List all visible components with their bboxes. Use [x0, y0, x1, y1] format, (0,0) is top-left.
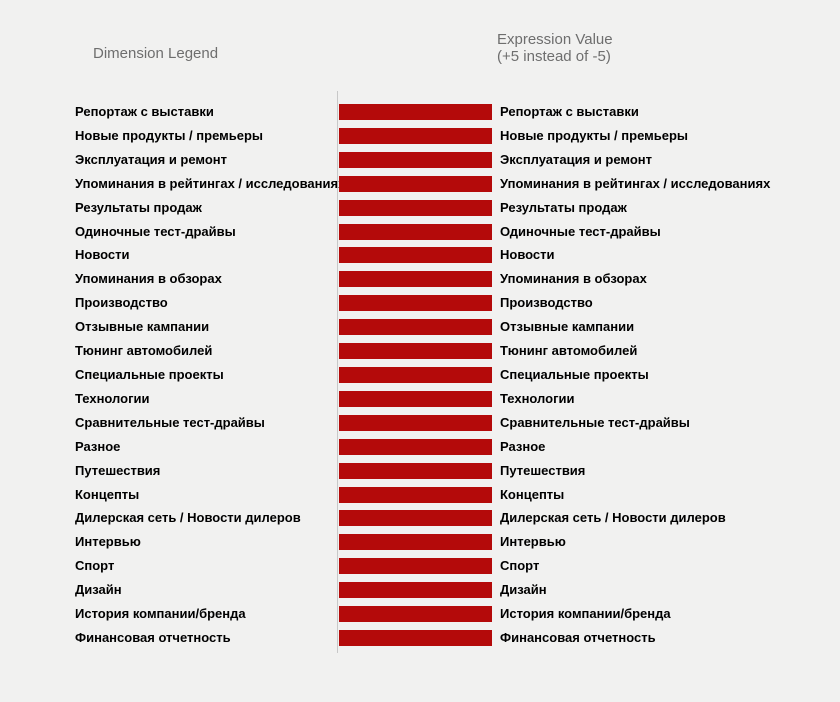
chart-row: Одиночные тест-драйвы Одиночные тест-дра…: [0, 220, 840, 244]
dimension-legend-title: Dimension Legend: [93, 45, 219, 62]
bar[interactable]: [339, 319, 492, 336]
expression-value-title: Expression Value (+5 instead of -5): [497, 31, 613, 65]
expression-value-title-line2: (+5 instead of -5): [497, 48, 611, 65]
value-label[interactable]: Одиночные тест-драйвы: [500, 223, 661, 239]
chart-row: Дилерская сеть / Новости дилеров Дилерск…: [0, 506, 840, 530]
dimension-label[interactable]: Репортаж с выставки: [75, 104, 214, 119]
bar[interactable]: [339, 414, 492, 431]
bar[interactable]: [339, 558, 492, 575]
dimension-label[interactable]: Производство: [75, 295, 168, 311]
dimension-label[interactable]: Сравнительные тест-драйвы: [75, 414, 265, 430]
dimension-label[interactable]: Концепты: [75, 486, 140, 502]
value-label[interactable]: Производство: [500, 295, 593, 311]
dimension-label[interactable]: История компании/бренда: [75, 606, 246, 622]
dimension-label[interactable]: Технологии: [75, 390, 150, 406]
bar[interactable]: [339, 295, 492, 312]
value-label[interactable]: История компании/бренда: [500, 606, 671, 622]
bar[interactable]: [339, 462, 492, 479]
value-label[interactable]: Интервью: [500, 534, 566, 550]
chart-row: История компании/бренда История компании…: [0, 602, 840, 626]
dimension-label[interactable]: Тюнинг автомобилей: [75, 343, 213, 359]
bar[interactable]: [339, 510, 492, 527]
value-label[interactable]: Эксплуатация и ремонт: [500, 151, 653, 167]
value-label[interactable]: Разное: [500, 438, 546, 454]
value-label[interactable]: Упоминания в обзорах: [500, 271, 647, 287]
chart-row: Новые продукты / премьеры Новые продукты…: [0, 124, 840, 148]
dimension-label[interactable]: Специальные проекты: [75, 366, 224, 382]
chart-row: Упоминания в рейтингах / исследованиях У…: [0, 172, 840, 196]
bar[interactable]: [339, 534, 492, 551]
value-label[interactable]: Упоминания в рейтингах / исследованиях: [500, 175, 771, 191]
chart-row: Отзывные кампании Отзывные кампании: [0, 315, 840, 339]
chart-row: Производство Производство: [0, 291, 840, 315]
dimension-label[interactable]: Упоминания в обзорах: [75, 271, 222, 287]
bar[interactable]: [339, 127, 492, 144]
chart-row: Упоминания в обзорах Упоминания в обзора…: [0, 267, 840, 291]
value-label[interactable]: Спорт: [500, 558, 540, 574]
value-label[interactable]: Результаты продаж: [500, 199, 627, 215]
chart-row: Результаты продаж Результаты продаж: [0, 196, 840, 220]
value-label[interactable]: Тюнинг автомобилей: [500, 343, 638, 359]
bar[interactable]: [339, 366, 492, 383]
chart-row: Разное Разное: [0, 435, 840, 459]
bar[interactable]: [339, 606, 492, 623]
chart-row: Новости Новости: [0, 243, 840, 267]
chart-row: Тюнинг автомобилей Тюнинг автомобилей: [0, 339, 840, 363]
bar[interactable]: [339, 151, 492, 168]
bar[interactable]: [339, 199, 492, 216]
bar[interactable]: [339, 629, 492, 646]
bar[interactable]: [339, 223, 492, 240]
y-axis-line: [337, 91, 338, 653]
chart-row: Специальные проекты Специальные проекты: [0, 363, 840, 387]
value-label[interactable]: Специальные проекты: [500, 366, 649, 382]
value-label[interactable]: Репортаж с выставки: [500, 104, 639, 119]
chart-row: Спорт Спорт: [0, 554, 840, 578]
value-label[interactable]: Дизайн: [500, 582, 547, 598]
dimension-label[interactable]: Путешествия: [75, 462, 161, 478]
value-label[interactable]: Новости: [500, 247, 555, 263]
bar[interactable]: [339, 104, 492, 120]
dimension-label[interactable]: Дизайн: [75, 582, 122, 598]
bar[interactable]: [339, 247, 492, 264]
value-label[interactable]: Путешествия: [500, 462, 586, 478]
dimension-label[interactable]: Разное: [75, 438, 121, 454]
dimension-label[interactable]: Новые продукты / премьеры: [75, 127, 264, 143]
value-label[interactable]: Финансовая отчетность: [500, 629, 656, 645]
chart-row: Интервью Интервью: [0, 530, 840, 554]
dimension-label[interactable]: Одиночные тест-драйвы: [75, 223, 236, 239]
value-label[interactable]: Новые продукты / премьеры: [500, 127, 689, 143]
dimension-label[interactable]: Финансовая отчетность: [75, 629, 231, 645]
value-label[interactable]: Отзывные кампании: [500, 319, 635, 335]
value-label[interactable]: Дилерская сеть / Новости дилеров: [500, 510, 726, 526]
dimension-label[interactable]: Новости: [75, 247, 130, 263]
value-label[interactable]: Технологии: [500, 390, 575, 406]
expression-value-title-line1: Expression Value: [497, 31, 613, 48]
bar[interactable]: [339, 343, 492, 360]
dimension-label[interactable]: Интервью: [75, 534, 141, 550]
dimension-label[interactable]: Результаты продаж: [75, 199, 202, 215]
dimension-label[interactable]: Спорт: [75, 558, 115, 574]
dimension-label[interactable]: Эксплуатация и ремонт: [75, 151, 228, 167]
dimension-label[interactable]: Отзывные кампании: [75, 319, 210, 335]
chart-rows: Репортаж с выставки Репортаж с выставки …: [0, 100, 840, 650]
chart-row: Сравнительные тест-драйвы Сравнительные …: [0, 411, 840, 435]
chart-row: Репортаж с выставки Репортаж с выставки: [0, 100, 840, 124]
bar[interactable]: [339, 486, 492, 503]
bar[interactable]: [339, 175, 492, 192]
value-label[interactable]: Концепты: [500, 486, 565, 502]
bar[interactable]: [339, 271, 492, 288]
bar[interactable]: [339, 582, 492, 599]
chart-row: Финансовая отчетность Финансовая отчетно…: [0, 626, 840, 650]
bar[interactable]: [339, 438, 492, 455]
value-label[interactable]: Сравнительные тест-драйвы: [500, 414, 690, 430]
chart-row: Путешествия Путешествия: [0, 459, 840, 483]
dimension-label[interactable]: Упоминания в рейтингах / исследованиях: [75, 175, 346, 191]
chart-row: Дизайн Дизайн: [0, 578, 840, 602]
chart-row: Эксплуатация и ремонт Эксплуатация и рем…: [0, 148, 840, 172]
dimension-label[interactable]: Дилерская сеть / Новости дилеров: [75, 510, 301, 526]
bar[interactable]: [339, 390, 492, 407]
chart-row: Технологии Технологии: [0, 387, 840, 411]
chart-row: Концепты Концепты: [0, 483, 840, 507]
